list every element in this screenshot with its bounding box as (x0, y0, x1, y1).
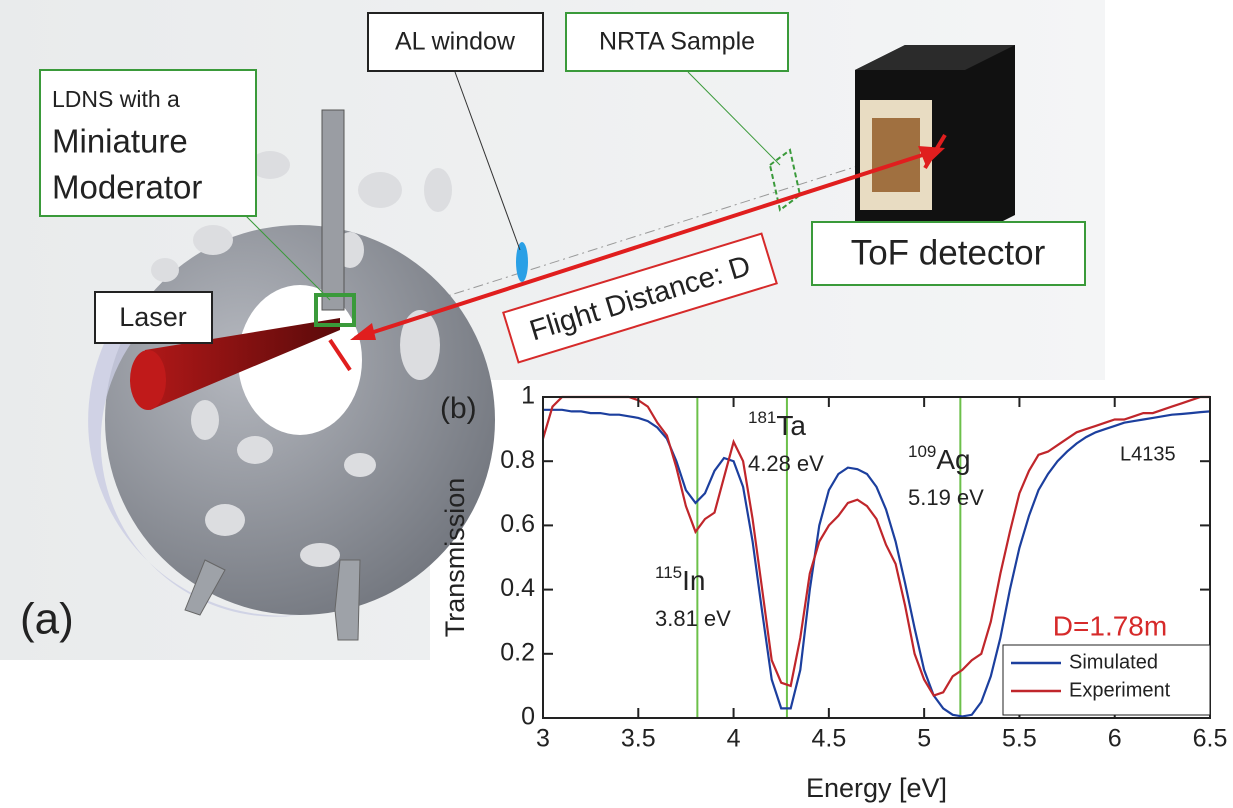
detector-scintillator (872, 118, 920, 192)
y-tick-label: 0.2 (500, 638, 535, 666)
laser-beam-end (130, 350, 166, 410)
tof-label: ToF detector (851, 233, 1046, 272)
al-window-label: AL window (395, 28, 516, 56)
x-tick-label: 5 (917, 725, 931, 753)
sample-id: L4135 (1120, 443, 1176, 465)
target-rod (322, 110, 344, 310)
laser-label: Laser (119, 302, 187, 332)
distance-label: D=1.78m (1053, 610, 1167, 641)
x-tick-label: 6.5 (1193, 725, 1228, 753)
y-tick-label: 0.8 (500, 446, 535, 474)
isotope-mass: 115 (655, 563, 682, 582)
legend-label: Experiment (1069, 679, 1171, 701)
energy-label: 5.19 eV (908, 485, 984, 510)
nrta-label: NRTA Sample (599, 28, 755, 56)
panel-label: (b) (440, 392, 477, 425)
energy-label: 4.28 eV (748, 451, 824, 476)
al-window (516, 242, 528, 282)
isotope-element: In (682, 565, 705, 596)
figure: LDNS with a Miniature Moderator AL windo… (0, 0, 1233, 808)
y-tick-label: 1 (521, 382, 535, 410)
x-tick-label: 3.5 (621, 725, 656, 753)
isotope-mass: 109 (908, 442, 936, 461)
x-tick-label: 6 (1108, 725, 1122, 753)
x-tick-label: 5.5 (1002, 725, 1037, 753)
y-tick-label: 0 (521, 703, 535, 731)
y-axis-label: Transmission (440, 478, 470, 638)
isotope-mass: 181 (748, 408, 776, 427)
x-tick-label: 4.5 (811, 725, 846, 753)
isotope-element: Ta (776, 410, 806, 441)
y-tick-label: 0.6 (500, 510, 535, 538)
ldns-label: Miniature (52, 123, 188, 160)
ldns-label: Moderator (52, 169, 202, 206)
panel-label: (a) (20, 595, 74, 644)
panel-b: 3 3.5 4 4.5 5 5.5 6 6.5 0 0.2 0.4 0.6 0.8 1 Energy [eV… (440, 382, 1227, 804)
x-axis-label: Energy [eV] (806, 773, 947, 803)
energy-label: 3.81 eV (655, 606, 731, 631)
legend-label: Simulated (1069, 651, 1158, 673)
x-tick-label: 4 (727, 725, 741, 753)
isotope-element: Ag (936, 444, 970, 475)
x-tick-label: 3 (536, 725, 550, 753)
y-tick-label: 0.4 (500, 574, 535, 602)
ldns-label: LDNS with a (52, 86, 180, 112)
